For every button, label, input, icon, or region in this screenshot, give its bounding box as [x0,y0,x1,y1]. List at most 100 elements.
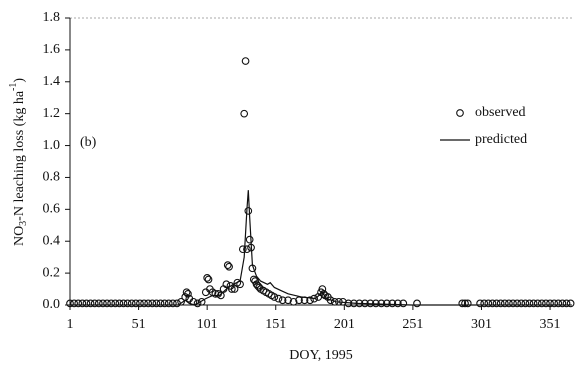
x-tick-label: 101 [197,317,218,332]
observed-point [554,299,563,308]
observed-point [173,299,181,308]
observed-point [244,207,253,215]
observed-point [223,261,232,269]
y-tick-label: 1.6 [43,42,61,57]
observed-point [480,299,489,308]
observed-point [550,299,559,308]
x-tick-label: 251 [402,317,423,332]
observed-point [211,289,220,298]
observed-point [274,294,283,303]
y-tick-label: 1.8 [43,10,61,25]
observed-point [484,299,493,308]
observed-point [66,299,74,308]
observed-point [182,288,191,297]
observed-point [558,299,567,308]
observed-point [86,299,95,308]
observed-point [115,299,124,308]
y-label-part: -N leaching loss (kg ha [12,90,27,221]
observed-point [496,299,505,308]
y-label-part: ) [12,78,27,83]
observed-point [119,299,128,308]
x-tick-label: 301 [471,317,492,332]
observed-point [184,289,192,298]
y-tick-label: 0.0 [43,297,61,312]
observed-point [377,299,386,308]
y-tick-label: 0.2 [43,265,61,280]
observed-point [566,299,575,308]
observed-point [488,299,497,308]
observed-point [204,275,213,284]
observed-point [278,296,287,305]
observed-point [476,299,484,308]
observed-point [230,285,239,293]
observed-point [152,299,161,308]
y-tick-label: 1.2 [43,106,61,121]
observed-point [546,299,554,308]
observed-point [245,235,254,244]
observed-point [241,57,250,65]
observed-point [399,299,408,308]
predicted-line [70,190,571,306]
observed-point [388,299,397,308]
x-tick-label: 151 [265,317,286,332]
observed-point [78,299,87,308]
observed-point [240,109,249,118]
x-axis-label: DOY, 1995 [289,348,353,363]
observed-point [111,299,120,308]
observed-point [177,297,185,306]
observed-point [99,299,107,308]
observed-point [326,296,335,305]
observed-point [492,299,501,308]
x-tick-label: 51 [132,317,146,332]
observed-point [160,299,169,308]
observed-point [284,296,292,305]
observed-point [413,299,421,308]
observed-point [382,299,391,308]
observed-point [537,299,546,308]
observed-point [70,299,78,308]
observed-point [222,280,231,289]
observed-point [517,299,526,308]
observed-point [203,274,212,282]
observed-point [140,299,148,308]
observed-point [197,297,206,306]
observed-point [94,299,103,308]
observed-point [521,299,530,308]
observed-point [225,262,233,271]
observed-point [542,299,550,308]
observed-point [123,299,132,308]
observed-point [148,299,157,308]
observed-point [169,299,177,308]
x-tick-label: 1 [67,317,74,332]
observed-point [127,299,136,308]
y-label-part: NO [12,226,27,246]
observed-point [131,299,140,308]
observed-point [393,299,402,308]
y-tick-label: 1.0 [43,138,61,153]
observed-point [156,299,165,308]
observed-point [144,299,153,308]
annotation: (b) [80,135,97,150]
observed-point [463,299,472,308]
observed-point [164,299,173,308]
observed-point [509,299,517,308]
observed-point [74,299,83,308]
observed-point [90,299,99,308]
y-tick-label: 1.4 [43,74,61,89]
observed-point [136,299,144,308]
observed-point [193,299,202,308]
observed-point [461,299,469,308]
observed-point [529,299,538,308]
observed-point [289,297,298,306]
x-tick-label: 201 [334,317,355,332]
observed-point [562,299,571,308]
observed-point [82,299,91,308]
observed-point [525,299,534,308]
y-tick-label: 0.4 [43,233,61,248]
observed-point [505,299,513,308]
y-label-sup: -1 [8,83,19,91]
legend-label: predicted [475,132,527,147]
observed-point [513,299,521,308]
y-tick-label: 0.8 [43,170,61,185]
observed-point [500,299,509,308]
